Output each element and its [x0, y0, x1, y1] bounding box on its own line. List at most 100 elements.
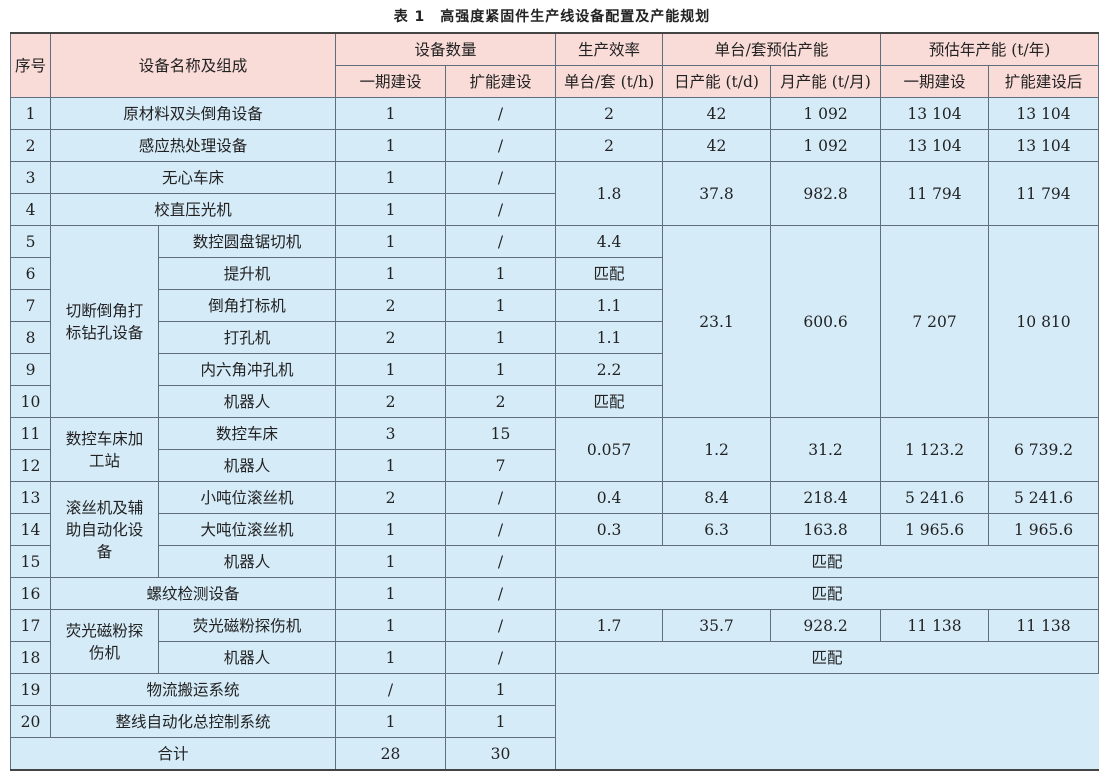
header-name: 设备名称及组成 — [49, 32, 337, 98]
empty-cell — [555, 673, 1099, 771]
cell-phase1: 1 — [335, 161, 447, 194]
cell-expansion: / — [445, 609, 557, 642]
header-efficiency-unit: 单台/套 (t/h) — [555, 65, 664, 98]
table-row: 1 原材料双头倒角设备 1/2 42 1 092 13 104 13 104 — [10, 97, 1100, 130]
cell-no: 10 — [10, 385, 51, 418]
cell-name: 机器人 — [157, 641, 337, 674]
cell-rate: 匹配 — [555, 641, 1100, 674]
header-daily: 日产能 (t/d) — [662, 65, 772, 98]
cell-no: 8 — [10, 321, 51, 354]
total-row: 合计 28 30 — [9, 737, 1099, 771]
header-no: 序号 — [10, 32, 51, 98]
cell-expansion: / — [445, 193, 557, 226]
cell-phase1: 2 — [335, 321, 447, 354]
cell-rate: 2.2 — [555, 353, 664, 386]
table-row: 11 数控车床加 工站 数控车床 3 15 0.057 1.2 31.2 1 123.2 6 73… — [10, 417, 1100, 482]
cell-annual-after: 10 810 — [988, 225, 1100, 418]
equipment-capacity-table: 序号 设备名称及组成 设备数量 生产效率 单台/套预估产能 预估年产能 (t/年… — [9, 32, 1100, 771]
cell-name: 整线自动化总控制系统 — [49, 705, 337, 738]
cell-phase1: 2 — [335, 481, 447, 514]
cell-annual-after: 11 794 — [988, 161, 1100, 226]
total-phase1: 28 — [335, 737, 447, 771]
cell-group: 数控车床加 工站 — [50, 417, 159, 482]
cell-rate: 1.7 — [555, 609, 664, 642]
cell-rate: 0.4 — [555, 481, 664, 514]
cell-annual-phase1: 13 104 — [880, 97, 990, 130]
cell-name: 倒角打标机 — [157, 289, 337, 322]
cell-expansion: 2 — [445, 385, 557, 418]
cell-no: 5 — [10, 225, 51, 258]
cell-name: 数控圆盘锯切机 — [157, 225, 337, 258]
cell-annual-phase1: 7 207 — [880, 225, 990, 418]
cell-rate: 匹配 — [555, 577, 1100, 610]
table-body: 1 原材料双头倒角设备 1/2 42 1 092 13 104 13 104 2 感应热处理设备… — [9, 97, 1100, 771]
cell-annual-phase1: 5 241.6 — [880, 481, 990, 514]
cell-expansion: / — [445, 129, 557, 162]
cell-no: 13 — [10, 481, 51, 514]
header-annual-after: 扩能建设后 — [988, 65, 1100, 98]
table-row: 19 物流搬运系统/1 — [10, 673, 1099, 771]
cell-name: 校直压光机 — [49, 193, 337, 226]
cell-expansion: 7 — [445, 449, 557, 482]
cell-no: 6 — [10, 257, 51, 290]
cell-monthly: 218.4 — [770, 481, 882, 514]
cell-phase1: 3 — [335, 417, 447, 450]
cell-rate: 1.1 — [555, 289, 664, 322]
total-label: 合计 — [9, 737, 337, 771]
cell-no: 9 — [10, 353, 51, 386]
cell-annual-phase1: 1 123.2 — [880, 417, 990, 482]
cell-no: 4 — [10, 193, 51, 226]
cell-expansion: 15 — [445, 417, 557, 450]
table-row: 10 机器人 2 2 匹配 — [10, 385, 1099, 418]
cell-name: 感应热处理设备 — [49, 129, 337, 162]
cell-no: 2 — [10, 129, 51, 162]
table-title: 表 1 高强度紧固件生产线设备配置及产能规划 — [393, 9, 711, 25]
table-row: 8 打孔机 2 1 1.1 — [10, 321, 1099, 354]
table-row: 4 校直压光机 1/ — [10, 193, 1099, 226]
cell-no: 19 — [10, 673, 51, 706]
cell-rate: 4.4 — [555, 225, 664, 258]
cell-expansion: / — [445, 577, 557, 610]
cell-rate: 0.057 — [555, 417, 664, 482]
cell-annual-after: 1 965.6 — [988, 513, 1100, 546]
header-efficiency: 生产效率 — [555, 32, 664, 66]
cell-no: 11 — [10, 417, 51, 450]
cell-no: 18 — [10, 641, 51, 674]
table-row: 7 倒角打标机 2 1 1.1 — [10, 289, 1099, 322]
cell-no: 7 — [10, 289, 51, 322]
cell-rate: 2 — [555, 129, 664, 162]
cell-name: 机器人 — [157, 385, 337, 418]
cell-phase1: 1 — [335, 257, 447, 290]
cell-daily: 8.4 — [662, 481, 772, 514]
cell-rate: 1.8 — [555, 161, 664, 226]
cell-monthly: 600.6 — [770, 225, 882, 418]
cell-phase1: 1 — [335, 97, 447, 130]
cell-phase1: 1 — [335, 449, 447, 482]
cell-phase1: / — [335, 673, 447, 706]
cell-name: 物流搬运系统 — [49, 673, 337, 706]
cell-expansion: 1 — [445, 321, 557, 354]
cell-monthly: 982.8 — [770, 161, 882, 226]
cell-phase1: 1 — [335, 609, 447, 642]
cell-expansion: 1 — [445, 257, 557, 290]
cell-phase1: 1 — [335, 577, 447, 610]
cell-name: 螺纹检测设备 — [49, 577, 337, 610]
table-row: 5 切断倒角打 标钻孔设备 数控圆盘锯切机 1/4.4 23.1 600.6 7 207 10… — [10, 225, 1100, 418]
cell-expansion: / — [445, 161, 557, 194]
table-row: 2 感应热处理设备 1/2 42 1 092 13 104 13 104 — [10, 129, 1100, 162]
cell-no: 14 — [10, 513, 51, 546]
cell-daily: 42 — [662, 97, 772, 130]
cell-no: 20 — [10, 705, 51, 738]
cell-name: 无心车床 — [49, 161, 337, 194]
cell-phase1: 1 — [335, 705, 447, 738]
cell-name: 小吨位滚丝机 — [157, 481, 337, 514]
cell-phase1: 2 — [335, 385, 447, 418]
cell-phase1: 1 — [335, 641, 447, 674]
cell-expansion: / — [445, 513, 557, 546]
cell-rate: 0.3 — [555, 513, 664, 546]
table-row: 16 螺纹检测设备 1/匹配 — [10, 577, 1100, 610]
cell-monthly: 1 092 — [770, 97, 882, 130]
header-monthly: 月产能 (t/月) — [770, 65, 882, 98]
cell-annual-after: 13 104 — [988, 97, 1100, 130]
cell-name: 提升机 — [157, 257, 337, 290]
